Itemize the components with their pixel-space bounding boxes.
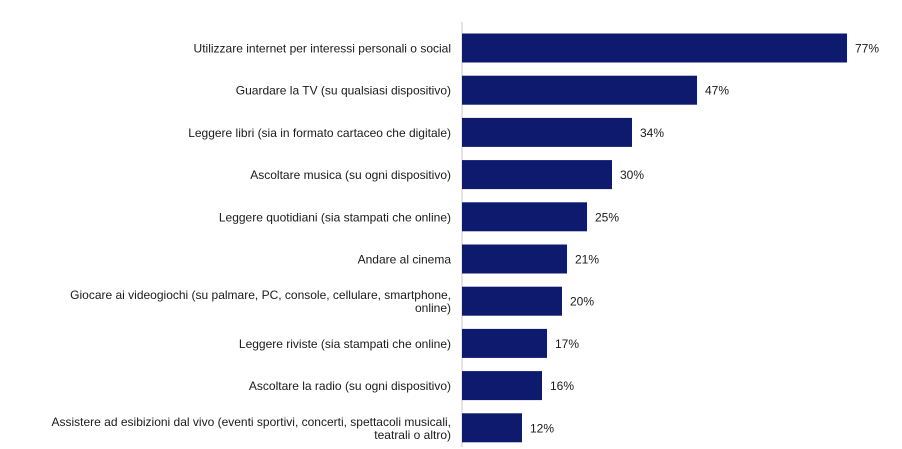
- category-label: Utilizzare internet per interessi person…: [194, 42, 451, 56]
- category-label-line: teatrali o altro): [374, 428, 451, 442]
- category-label: Leggere riviste (sia stampati che online…: [239, 337, 451, 351]
- data-label: 20%: [570, 295, 594, 309]
- bar: [462, 202, 587, 232]
- data-label: 21%: [575, 253, 599, 267]
- bar: [462, 328, 547, 358]
- category-label-line: Assistere ad esibizioni dal vivo (eventi…: [52, 415, 452, 429]
- data-label: 16%: [550, 379, 574, 393]
- bar: [462, 371, 542, 401]
- bar: [462, 117, 632, 147]
- category-label: Leggere quotidiani (sia stampati che onl…: [219, 210, 451, 224]
- category-label: Giocare ai videogiochi (su palmare, PC, …: [70, 288, 451, 315]
- bar: [462, 244, 567, 274]
- data-label: 17%: [555, 337, 579, 351]
- category-label: Ascoltare musica (su ogni dispositivo): [250, 168, 451, 182]
- category-label-line: online): [415, 301, 451, 315]
- category-label-line: Andare al cinema: [358, 253, 452, 267]
- bar: [462, 286, 562, 316]
- category-label: Assistere ad esibizioni dal vivo (eventi…: [52, 415, 452, 442]
- category-label: Guardare la TV (su qualsiasi dispositivo…: [236, 84, 451, 98]
- data-label: 12%: [530, 421, 554, 435]
- category-label-line: Leggere quotidiani (sia stampati che onl…: [219, 210, 451, 224]
- category-label-line: Ascoltare la radio (su ogni dispositivo): [249, 379, 451, 393]
- data-label: 30%: [620, 168, 644, 182]
- bar: [462, 33, 847, 63]
- data-label: 77%: [855, 42, 879, 56]
- category-label-line: Giocare ai videogiochi (su palmare, PC, …: [70, 288, 451, 302]
- bar: [462, 160, 612, 190]
- category-label: Leggere libri (sia in formato cartaceo c…: [188, 126, 451, 140]
- category-label-line: Ascoltare musica (su ogni dispositivo): [250, 168, 451, 182]
- category-label-line: Guardare la TV (su qualsiasi dispositivo…: [236, 84, 451, 98]
- data-label: 34%: [640, 126, 664, 140]
- category-label-line: Leggere libri (sia in formato cartaceo c…: [188, 126, 451, 140]
- data-label: 25%: [595, 210, 619, 224]
- data-label: 47%: [705, 84, 729, 98]
- category-label: Ascoltare la radio (su ogni dispositivo): [249, 379, 451, 393]
- bar: [462, 413, 522, 443]
- bar: [462, 75, 697, 105]
- category-label: Andare al cinema: [358, 253, 452, 267]
- category-label-line: Utilizzare internet per interessi person…: [194, 42, 451, 56]
- category-label-line: Leggere riviste (sia stampati che online…: [239, 337, 451, 351]
